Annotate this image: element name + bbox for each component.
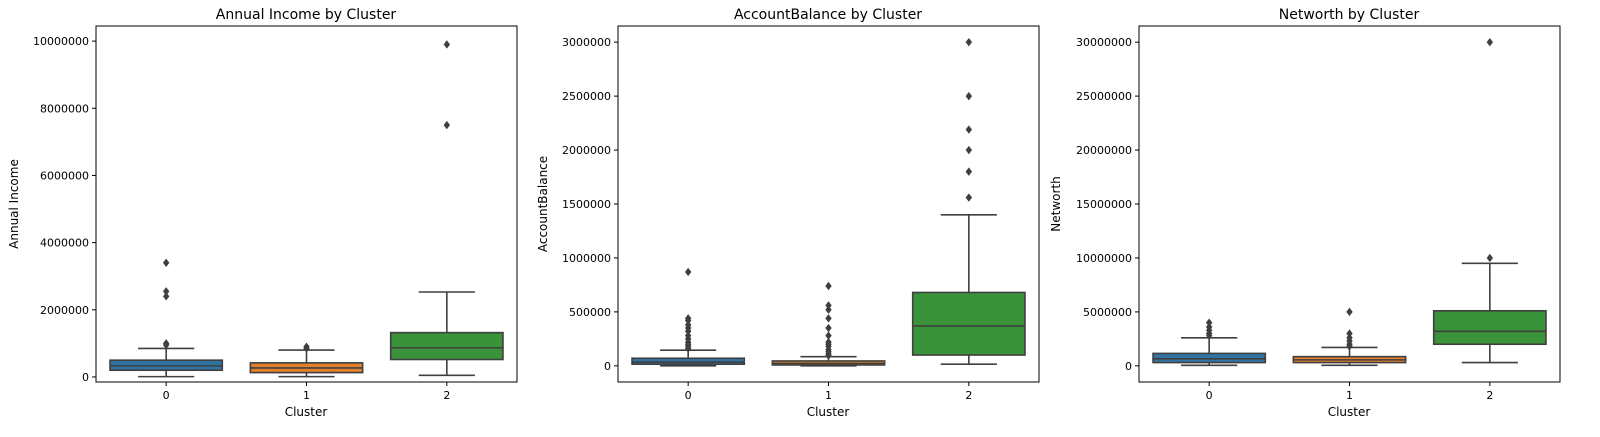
- y-tick-label: 4000000: [40, 237, 89, 250]
- box-cluster-2: [911, 37, 1026, 366]
- y-axis-label: Networth: [1049, 176, 1063, 231]
- panel-networth: Networth by Cluster Cluster Networth 0 50…: [1049, 7, 1561, 419]
- outlier-point: [825, 281, 832, 291]
- y-axis-label: AccountBalance: [536, 156, 550, 252]
- y-tick-label: 1500000: [562, 198, 611, 211]
- outlier-point: [825, 323, 832, 333]
- x-axis-label: Cluster: [285, 405, 328, 419]
- x-axis-label: Cluster: [1328, 405, 1371, 419]
- boxes: [1152, 37, 1547, 367]
- box-cluster-2: [389, 40, 504, 377]
- x-tick-label: 0: [685, 389, 692, 402]
- boxes: [631, 37, 1026, 367]
- y-tick-label: 25000000: [1076, 90, 1132, 103]
- y-axis-label: Annual Income: [7, 159, 21, 249]
- outlier-point: [162, 292, 170, 301]
- box-cluster-1: [249, 342, 364, 378]
- x-tick-label: 2: [965, 389, 972, 402]
- x-axis-label: Cluster: [807, 405, 850, 419]
- outlier-point: [1346, 307, 1353, 317]
- y-tick-label: 2500000: [562, 90, 611, 103]
- y-ticks: 0 2000000 4000000 6000000 8000000 10000000: [33, 35, 96, 384]
- outlier-point: [825, 301, 832, 310]
- x-tick-label: 1: [303, 389, 310, 402]
- y-tick-label: 6000000: [40, 169, 89, 182]
- box-cluster-1: [771, 281, 886, 367]
- x-ticks: 0 1 2: [163, 382, 450, 402]
- plot-frame: [1138, 25, 1561, 383]
- y-tick-label: 500000: [569, 306, 611, 319]
- y-tick-label: 3000000: [562, 36, 611, 49]
- outlier-point: [825, 337, 832, 347]
- box-cluster-1: [1292, 307, 1407, 367]
- box-cluster-0: [1152, 318, 1267, 367]
- y-tick-label: 8000000: [40, 102, 89, 115]
- chart-title: AccountBalance by Cluster: [734, 7, 922, 23]
- chart-title: Networth by Cluster: [1279, 7, 1420, 23]
- y-tick-label: 1000000: [562, 252, 611, 265]
- box-cluster-0: [109, 258, 224, 378]
- outlier-point: [162, 287, 170, 296]
- iqr-box: [911, 291, 1026, 356]
- x-tick-label: 2: [443, 389, 450, 402]
- outlier-point: [162, 258, 170, 267]
- boxes: [109, 40, 504, 378]
- y-tick-label: 0: [604, 360, 611, 373]
- x-ticks: 0 1 2: [1206, 382, 1493, 402]
- plot-frame: [95, 25, 518, 383]
- outlier-point: [965, 125, 973, 134]
- y-ticks: 0 5000000 10000000 15000000 20000000 25000000…: [1076, 36, 1139, 373]
- x-tick-label: 0: [163, 389, 170, 402]
- y-ticks: 0 500000 1000000 1500000 2000000 2500000 30000…: [562, 36, 618, 373]
- panel-annual-income: Annual Income by Cluster Cluster Annual …: [7, 7, 518, 419]
- y-tick-label: 30000000: [1076, 36, 1132, 49]
- iqr-box: [631, 357, 746, 365]
- outlier-point: [965, 91, 973, 101]
- box-cluster-0: [631, 267, 746, 367]
- outlier-point: [684, 314, 692, 323]
- outlier-point: [443, 40, 451, 49]
- y-tick-label: 20000000: [1076, 144, 1132, 157]
- x-tick-label: 1: [825, 389, 832, 402]
- outlier-point: [965, 167, 973, 176]
- box-cluster-2: [1432, 37, 1547, 364]
- plot-frame: [617, 25, 1040, 383]
- outlier-point: [684, 267, 692, 277]
- iqr-box: [389, 331, 504, 361]
- outlier-point: [965, 193, 973, 202]
- y-tick-label: 10000000: [1076, 252, 1132, 265]
- y-tick-label: 15000000: [1076, 198, 1132, 211]
- outlier-point: [1346, 329, 1353, 338]
- outlier-point: [1486, 37, 1494, 47]
- y-tick-label: 2000000: [40, 304, 89, 317]
- outlier-point: [1346, 333, 1353, 342]
- y-tick-label: 5000000: [1083, 306, 1132, 319]
- outlier-point: [684, 320, 692, 330]
- outlier-point: [825, 331, 832, 340]
- x-tick-label: 1: [1346, 389, 1353, 402]
- y-tick-label: 10000000: [33, 35, 89, 48]
- panel-account-balance: AccountBalance by Cluster Cluster Accoun…: [536, 7, 1040, 419]
- outlier-point: [1205, 318, 1213, 327]
- outlier-point: [1205, 322, 1213, 332]
- x-tick-label: 0: [1206, 389, 1213, 402]
- outlier-point: [684, 331, 692, 340]
- outlier-point: [1486, 253, 1494, 263]
- outlier-point: [162, 339, 170, 348]
- outlier-point: [443, 120, 451, 130]
- x-ticks: 0 1 2: [685, 382, 972, 402]
- outlier-point: [825, 305, 832, 314]
- y-tick-label: 0: [1125, 360, 1132, 373]
- y-tick-label: 2000000: [562, 144, 611, 157]
- y-tick-label: 0: [82, 371, 89, 384]
- outlier-point: [825, 314, 832, 323]
- outlier-point: [303, 342, 310, 351]
- iqr-box: [1152, 352, 1267, 364]
- outlier-point: [965, 145, 973, 155]
- chart-title: Annual Income by Cluster: [216, 7, 397, 23]
- iqr-box: [1432, 309, 1547, 346]
- x-tick-label: 2: [1486, 389, 1493, 402]
- outlier-point: [965, 37, 973, 47]
